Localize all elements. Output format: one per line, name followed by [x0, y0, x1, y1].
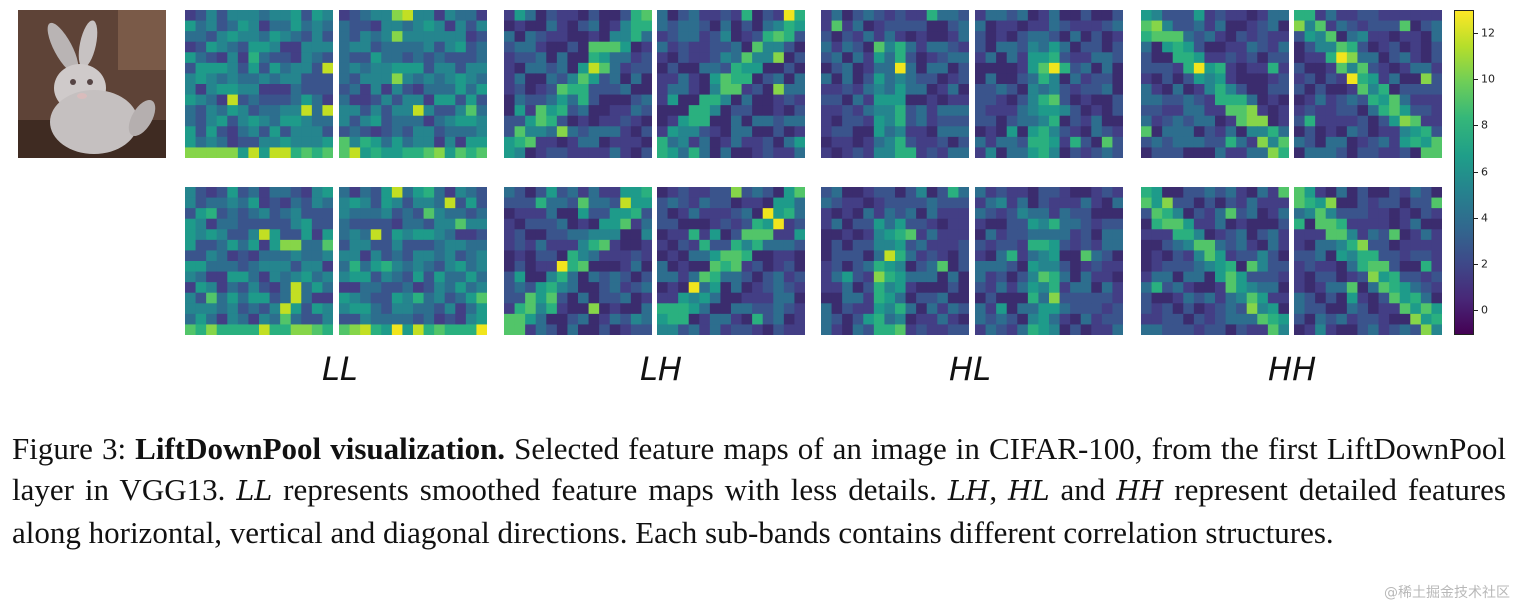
feature-map-ll-4 — [339, 187, 487, 335]
feature-map-lh-1 — [504, 10, 652, 158]
feature-map-lh-4 — [657, 187, 805, 335]
band-label-hl: HL — [949, 350, 991, 388]
colorbar-tick-label: 4 — [1481, 211, 1488, 225]
colorbar-tick-label: 10 — [1481, 72, 1495, 86]
colorbar-tick — [1473, 309, 1478, 311]
band-label-lh: LH — [640, 350, 682, 388]
colorbar-tick — [1473, 263, 1478, 265]
colorbar-tick — [1473, 33, 1478, 35]
feature-map-ll-1 — [185, 10, 333, 158]
colorbar-tick-label: 8 — [1481, 118, 1488, 132]
watermark: @稀土掘金技术社区 — [1384, 585, 1510, 601]
colorbar-tick — [1473, 79, 1478, 81]
feature-map-hh-2 — [1294, 10, 1442, 158]
feature-map-hh-4 — [1294, 187, 1442, 335]
caption-text-1: Selected feature maps of an image in CIF… — [12, 431, 1506, 507]
feature-map-hh-3 — [1141, 187, 1289, 335]
caption-text-2: represents smoothed feature maps with le… — [272, 472, 948, 507]
caption-prefix: Figure 3: — [12, 431, 136, 466]
colorbar-tick-label: 12 — [1481, 26, 1495, 40]
colorbar — [1454, 10, 1474, 335]
band-label-hh: HH — [1268, 350, 1317, 388]
caption-text-4: and — [1049, 472, 1117, 507]
feature-map-ll-3 — [185, 187, 333, 335]
input-rabbit-image — [18, 10, 166, 158]
caption-math-ll: LL — [236, 476, 273, 507]
colorbar-tick-label: 0 — [1481, 303, 1488, 317]
figure: LL LH HL HH 0 2 4 6 8 10 12 — [18, 10, 1495, 388]
caption-math-lh: LH — [947, 476, 990, 507]
feature-map-hl-3 — [821, 187, 969, 335]
colorbar-tick — [1473, 171, 1478, 173]
feature-map-hl-4 — [975, 187, 1123, 335]
caption-text-5: represent detailed features along horizo… — [12, 472, 1506, 550]
colorbar-tick-label: 6 — [1481, 165, 1488, 178]
band-label-ll: LL — [322, 350, 358, 388]
feature-map-hl-2 — [975, 10, 1123, 158]
feature-map-hl-1 — [821, 10, 969, 158]
figure-caption: Figure 3: LiftDownPool visualization. Se… — [12, 428, 1506, 553]
colorbar-tick — [1473, 125, 1478, 127]
colorbar-tick — [1473, 217, 1478, 219]
feature-map-lh-2 — [657, 10, 805, 158]
feature-map-lh-3 — [504, 187, 652, 335]
caption-title: LiftDownPool visualization. — [135, 431, 506, 466]
caption-math-hl: HL — [1008, 476, 1050, 507]
feature-map-hh-1 — [1141, 10, 1289, 158]
feature-map-ll-2 — [339, 10, 487, 158]
caption-math-hh: HH — [1116, 476, 1164, 507]
colorbar-tick-label: 2 — [1481, 257, 1488, 271]
caption-text-3: , — [989, 472, 1009, 507]
